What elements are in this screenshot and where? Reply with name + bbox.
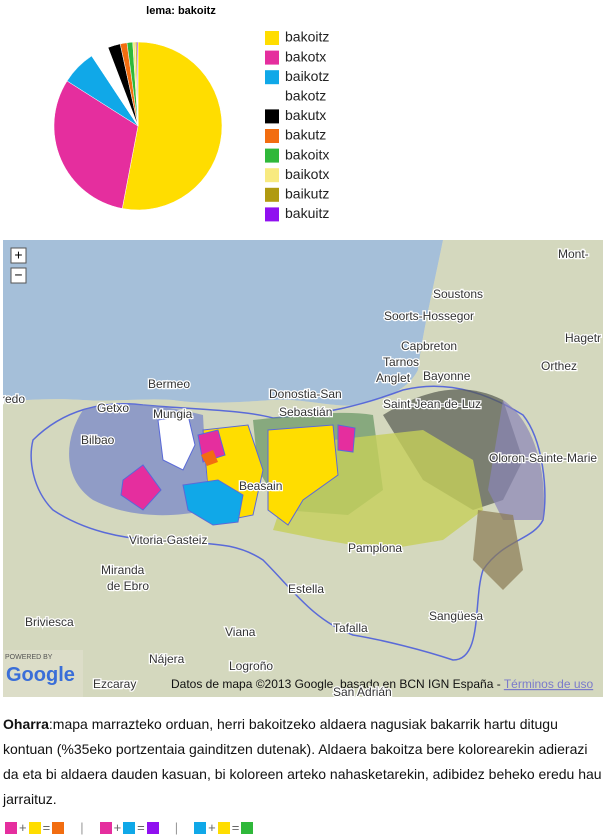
legend-label: baikotx	[285, 166, 329, 182]
place-label: Bermeo	[148, 377, 190, 391]
legend-label: baikutz	[285, 186, 329, 202]
place-label: Estella	[288, 582, 324, 596]
place-label: Soustons	[433, 287, 483, 301]
terms-link[interactable]: Términos de uso	[504, 677, 594, 691]
place-label: Miranda	[101, 563, 145, 577]
legend-swatch	[265, 89, 279, 104]
sea	[3, 240, 443, 406]
legend-swatch	[265, 129, 279, 143]
place-label: Viana	[225, 625, 256, 639]
equals: =	[231, 820, 240, 835]
place-label: Capbreton	[401, 339, 457, 353]
region-zuberoa	[488, 400, 544, 520]
legend-label: bakotz	[285, 88, 326, 104]
pie-chart: lema: bakoitz bakoitz bakotx baikotz bakotz…	[53, 5, 329, 222]
place-label: Vitoria-Gasteiz	[129, 533, 207, 547]
combinations: + = | + = | + =	[3, 820, 255, 835]
area-bakotz	[157, 414, 196, 471]
zoom-out-label[interactable]: −	[14, 267, 22, 283]
place-label: Beasain	[239, 479, 282, 493]
place-label: Saint-Jean-de-Luz	[383, 397, 481, 411]
legend-label: baikotz	[285, 68, 329, 84]
google-logo: Google	[6, 664, 75, 686]
swatch	[5, 821, 17, 834]
place-label: Briviesca	[25, 615, 74, 629]
legend-swatch	[265, 31, 279, 45]
place-label: Tafalla	[333, 621, 368, 635]
place-label: Soorts-Hossegor	[384, 309, 474, 323]
equals: =	[42, 820, 51, 835]
chart-title: lema: bakoitz	[146, 5, 216, 17]
region-south	[473, 510, 523, 590]
legend-swatch	[265, 70, 279, 85]
place-label: Pamplona	[348, 541, 402, 555]
area-bakotx	[120, 464, 162, 511]
area-bakotx	[337, 424, 356, 453]
area-bakutz	[201, 450, 218, 466]
legend-label: bakutx	[285, 107, 326, 123]
plus: +	[19, 820, 27, 835]
legend-label: bakuitz	[285, 205, 329, 221]
map: + − POWERED BY Google Datos de mapa ©201…	[3, 240, 603, 697]
place-label: Mont-	[558, 247, 589, 261]
place-label: Getxo	[97, 401, 129, 415]
swatch	[123, 821, 136, 834]
place-label: Oloron-Sainte-Marie	[489, 451, 597, 465]
note-text: :mapa marrazteko orduan, herri bakoitzek…	[3, 716, 602, 807]
legend-swatch	[265, 207, 279, 222]
place-label: redo	[3, 392, 25, 406]
place-label: Bayonne	[423, 369, 471, 383]
place-label: Sebastián	[279, 405, 332, 419]
logo-bg	[3, 650, 83, 697]
place-label: San Adrián	[333, 685, 392, 697]
place-label: Mungia	[153, 407, 193, 421]
place-label: Sangüesa	[429, 609, 483, 623]
note-title: Oharra	[3, 716, 49, 732]
place-label: Logroño	[229, 659, 273, 673]
place-label: Tarnos	[383, 355, 419, 369]
zoom-out[interactable]	[10, 267, 27, 284]
legend-label: bakoitz	[285, 29, 329, 45]
legend-label: bakutz	[285, 127, 326, 143]
legend-swatch	[265, 148, 279, 163]
area-baikotz	[182, 479, 244, 526]
legend-swatch	[265, 187, 279, 202]
note: Oharra:mapa marrazteko orduan, herri bak…	[3, 712, 603, 812]
place-label: de Ebro	[107, 579, 149, 593]
zoom-in[interactable]	[10, 247, 27, 264]
place-label: Ezcaray	[93, 677, 136, 691]
swatch	[99, 821, 112, 834]
place-label: Donostia-San	[269, 387, 342, 401]
equals: =	[137, 820, 145, 835]
powered-by: POWERED BY	[5, 654, 53, 661]
swatch	[146, 821, 159, 834]
swatch	[28, 821, 41, 834]
legend-swatch	[265, 50, 279, 65]
place-label: Bilbao	[81, 433, 115, 447]
swatch	[194, 821, 207, 834]
legend-label: bakoitx	[285, 146, 329, 162]
place-label: Orthez	[541, 359, 577, 373]
pie-slice	[136, 41, 139, 127]
place-label: Hagetr	[565, 331, 601, 345]
separator: |	[174, 820, 179, 835]
swatch	[241, 821, 254, 834]
pie-slice	[121, 41, 223, 211]
area-bakoitz	[267, 424, 339, 526]
attribution: Datos de mapa ©2013 Google, basado en BC…	[171, 677, 594, 691]
plus: +	[113, 820, 122, 835]
legend-label: bakotx	[285, 48, 326, 64]
swatch	[217, 821, 230, 834]
zoom-in-label[interactable]: +	[14, 247, 22, 263]
legend-swatch	[265, 109, 279, 124]
place-label: Anglet	[376, 371, 411, 385]
attribution-text: Datos de mapa ©2013 Google, basado en BC…	[171, 677, 504, 691]
place-label: Nájera	[149, 652, 185, 666]
plus: +	[208, 820, 216, 835]
swatch	[52, 821, 65, 834]
legend-swatch	[265, 168, 279, 183]
separator: |	[80, 820, 84, 835]
